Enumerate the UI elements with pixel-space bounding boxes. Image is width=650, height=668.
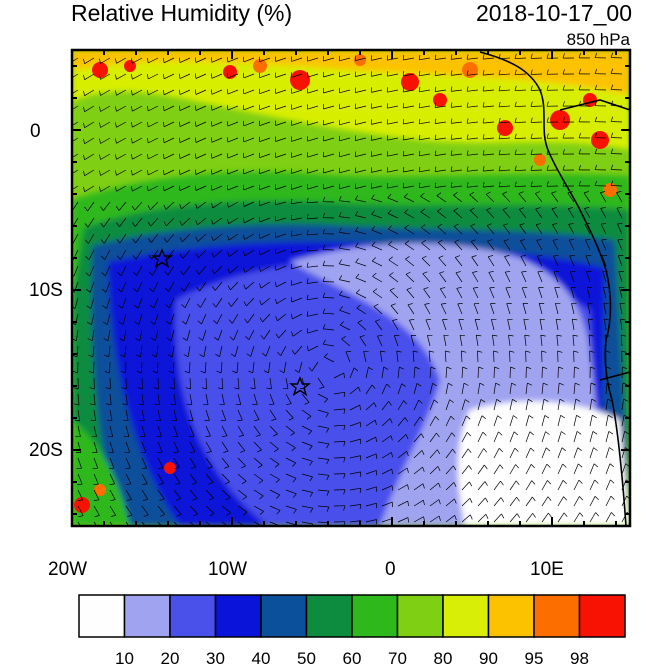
colorbar-swatch bbox=[79, 595, 125, 637]
colorbar-swatch bbox=[534, 595, 580, 637]
colorbar-label: 80 bbox=[434, 650, 453, 667]
colorbar-swatch bbox=[443, 595, 489, 637]
band-10 bbox=[458, 401, 630, 526]
colorbar-swatch bbox=[170, 595, 216, 637]
lat-label-10s: 10S bbox=[29, 281, 63, 301]
colorbar-swatch bbox=[489, 595, 535, 637]
colorbar-label: 98 bbox=[570, 650, 589, 667]
lat-label-0: 0 bbox=[30, 122, 41, 142]
colorbar-label: 10 bbox=[115, 650, 134, 667]
colorbar bbox=[79, 595, 625, 637]
lon-label-20w: 20W bbox=[48, 560, 87, 580]
colorbar-label: 30 bbox=[206, 650, 225, 667]
colorbar-label: 90 bbox=[479, 650, 498, 667]
colorbar-label: 60 bbox=[343, 650, 362, 667]
colorbar-label: 40 bbox=[252, 650, 271, 667]
humidity-field bbox=[68, 50, 631, 533]
colorbar-label: 20 bbox=[161, 650, 180, 667]
lat-label-20s: 20S bbox=[29, 441, 63, 461]
colorbar-swatch bbox=[398, 595, 444, 637]
lon-label-10e: 10E bbox=[530, 560, 564, 580]
colorbar-label: 50 bbox=[297, 650, 316, 667]
colorbar-label: 95 bbox=[525, 650, 544, 667]
colorbar-swatch bbox=[307, 595, 353, 637]
colorbar-swatch bbox=[580, 595, 626, 637]
colorbar-swatch bbox=[261, 595, 307, 637]
colorbar-swatch bbox=[125, 595, 171, 637]
colorbar-swatch bbox=[216, 595, 262, 637]
colorbar-label: 70 bbox=[388, 650, 407, 667]
lon-label-0: 0 bbox=[385, 560, 396, 580]
lon-label-10w: 10W bbox=[208, 560, 247, 580]
colorbar-swatch bbox=[352, 595, 398, 637]
